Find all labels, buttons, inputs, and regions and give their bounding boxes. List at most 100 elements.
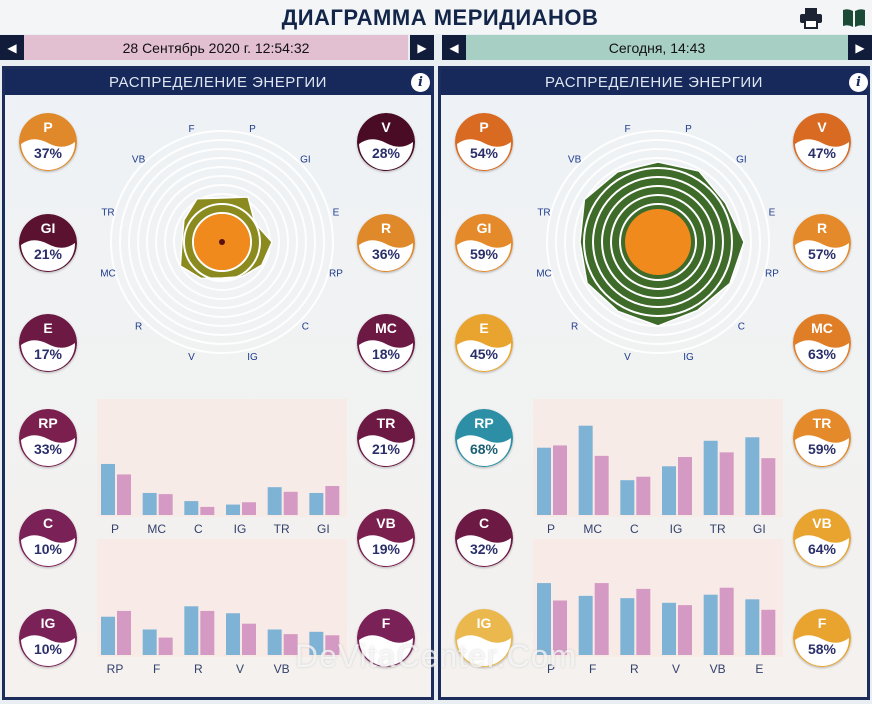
radar-label-ig: IG bbox=[247, 352, 258, 363]
badge-percent: 17% bbox=[33, 346, 63, 362]
radar-label-e: E bbox=[333, 208, 340, 219]
radar-ring bbox=[110, 130, 334, 354]
bar-category-label: F bbox=[589, 662, 596, 676]
page-title: ДИАГРАММА МЕРИДИАНОВ bbox=[281, 5, 599, 30]
radar-inner-ring bbox=[192, 212, 252, 272]
radar-ring bbox=[555, 139, 761, 345]
watermark: DeVitaCenter.Com bbox=[295, 638, 578, 674]
meridian-badge-gi[interactable]: GI 21% bbox=[19, 214, 77, 272]
bar-mc-1 bbox=[594, 455, 609, 515]
radar-label-mc: MC bbox=[100, 269, 116, 280]
meridian-badge-vb[interactable]: VB 19% bbox=[357, 509, 415, 567]
radar-inner-ring bbox=[583, 167, 733, 317]
bar-category-label: RP bbox=[107, 662, 124, 676]
right-prev-button[interactable]: ◀ bbox=[442, 35, 466, 60]
bar-vb-1 bbox=[283, 634, 298, 655]
badge-label: VB bbox=[812, 515, 832, 531]
meridian-badge-f[interactable]: F bbox=[357, 609, 415, 667]
badge-label: TR bbox=[812, 415, 832, 431]
bar-category-label: R bbox=[194, 662, 203, 676]
energy-radar-chart: F P GI E RP C IG V R MC TR VB bbox=[100, 124, 343, 363]
info-icon[interactable]: i bbox=[849, 73, 868, 92]
meridian-badge-p[interactable]: P 37% bbox=[19, 113, 77, 171]
meridian-badge-mc[interactable]: MC 63% bbox=[793, 314, 851, 372]
bar-category-label: MC bbox=[583, 522, 602, 536]
bar-vb-0 bbox=[703, 594, 718, 655]
badge-label: TR bbox=[376, 415, 396, 431]
badge-label: IG bbox=[476, 615, 492, 631]
bar-category-label: C bbox=[194, 522, 203, 536]
radar-label-mc: MC bbox=[536, 269, 552, 280]
bar-category-label: GI bbox=[753, 522, 766, 536]
badge-label: GI bbox=[40, 220, 56, 236]
energy-radar-chart: F P GI E RP C IG V R MC TR VB bbox=[536, 124, 779, 363]
radar-ring bbox=[546, 130, 770, 354]
radar-label-rp: RP bbox=[329, 269, 343, 280]
meridian-badge-f[interactable]: F 58% bbox=[793, 609, 851, 667]
left-panel-title: РАСПРЕДЕЛЕНИЕ ЭНЕРГИИ bbox=[109, 73, 327, 91]
meridian-badge-vb[interactable]: VB 64% bbox=[793, 509, 851, 567]
badge-percent: 21% bbox=[33, 246, 63, 262]
badge-percent: 68% bbox=[469, 441, 499, 457]
radar-label-e: E bbox=[769, 208, 776, 219]
bar-vb-1 bbox=[719, 587, 734, 655]
meridian-badge-gi[interactable]: GI 59% bbox=[455, 214, 513, 272]
meridian-badge-r[interactable]: R 57% bbox=[793, 214, 851, 272]
book-icon[interactable] bbox=[842, 7, 866, 29]
meridian-badge-rp[interactable]: RP 33% bbox=[19, 409, 77, 467]
right-next-button[interactable]: ▶ bbox=[848, 35, 872, 60]
radar-ring bbox=[119, 139, 325, 345]
meridian-badge-ig[interactable]: IG bbox=[455, 609, 513, 667]
meridian-badge-e[interactable]: E 17% bbox=[19, 314, 77, 372]
bar-gi-1 bbox=[325, 486, 340, 515]
meridian-badge-ig[interactable]: IG 10% bbox=[19, 609, 77, 667]
meridian-badge-p[interactable]: P 54% bbox=[455, 113, 513, 171]
badge-percent: 10% bbox=[33, 541, 63, 557]
badge-label: P bbox=[479, 119, 489, 135]
badge-label: R bbox=[380, 220, 392, 236]
meridian-badge-rp[interactable]: RP 68% bbox=[455, 409, 513, 467]
meridian-badge-c[interactable]: C 10% bbox=[19, 509, 77, 567]
printer-icon[interactable] bbox=[799, 7, 823, 29]
radar-label-v: V bbox=[188, 352, 195, 363]
bar-r-0 bbox=[184, 606, 199, 655]
meridian-badge-v[interactable]: V 28% bbox=[357, 113, 415, 171]
bar-category-label: TR bbox=[274, 522, 290, 536]
radar-inner-ring bbox=[610, 194, 706, 290]
bar-f-1 bbox=[158, 637, 173, 655]
left-date-display: 28 Сентябрь 2020 г. 12:54:32 bbox=[24, 35, 408, 60]
bar-vb-0 bbox=[267, 629, 282, 655]
bar-v-1 bbox=[242, 623, 256, 655]
meridian-badge-c[interactable]: C 32% bbox=[455, 509, 513, 567]
badge-percent: 18% bbox=[371, 346, 401, 362]
badge-percent: 10% bbox=[33, 641, 63, 657]
bar-category-label: GI bbox=[317, 522, 330, 536]
radar-center-dot bbox=[219, 239, 225, 245]
radar-label-v: V bbox=[624, 352, 631, 363]
badge-label: RP bbox=[38, 415, 58, 431]
bar-category-label: IG bbox=[670, 522, 683, 536]
radar-label-f: F bbox=[188, 124, 194, 135]
meridian-badge-tr[interactable]: TR 59% bbox=[793, 409, 851, 467]
meridian-badge-v[interactable]: V 47% bbox=[793, 113, 851, 171]
meridian-bar-chart: P F R V VB E bbox=[533, 539, 783, 676]
badge-label: V bbox=[381, 119, 391, 135]
meridian-badge-tr[interactable]: TR 21% bbox=[357, 409, 415, 467]
badge-percent: 45% bbox=[469, 346, 499, 362]
meridian-badge-r[interactable]: R 36% bbox=[357, 214, 415, 272]
bar-gi-0 bbox=[309, 492, 324, 515]
meridian-badge-mc[interactable]: MC 18% bbox=[357, 314, 415, 372]
radar-label-ig: IG bbox=[683, 352, 694, 363]
badge-percent: 21% bbox=[371, 441, 401, 457]
bar-blank-0 bbox=[309, 631, 324, 655]
info-icon[interactable]: i bbox=[411, 73, 430, 92]
radar-label-c: C bbox=[302, 321, 309, 332]
meridian-badge-e[interactable]: E 45% bbox=[455, 314, 513, 372]
bar-mc-1 bbox=[158, 494, 173, 515]
left-next-button[interactable]: ▶ bbox=[410, 35, 434, 60]
bar-f-0 bbox=[578, 595, 593, 655]
bar-c-1 bbox=[200, 506, 215, 515]
left-prev-button[interactable]: ◀ bbox=[0, 35, 24, 60]
bar-p-0 bbox=[101, 463, 115, 515]
bar-mc-0 bbox=[142, 492, 157, 515]
